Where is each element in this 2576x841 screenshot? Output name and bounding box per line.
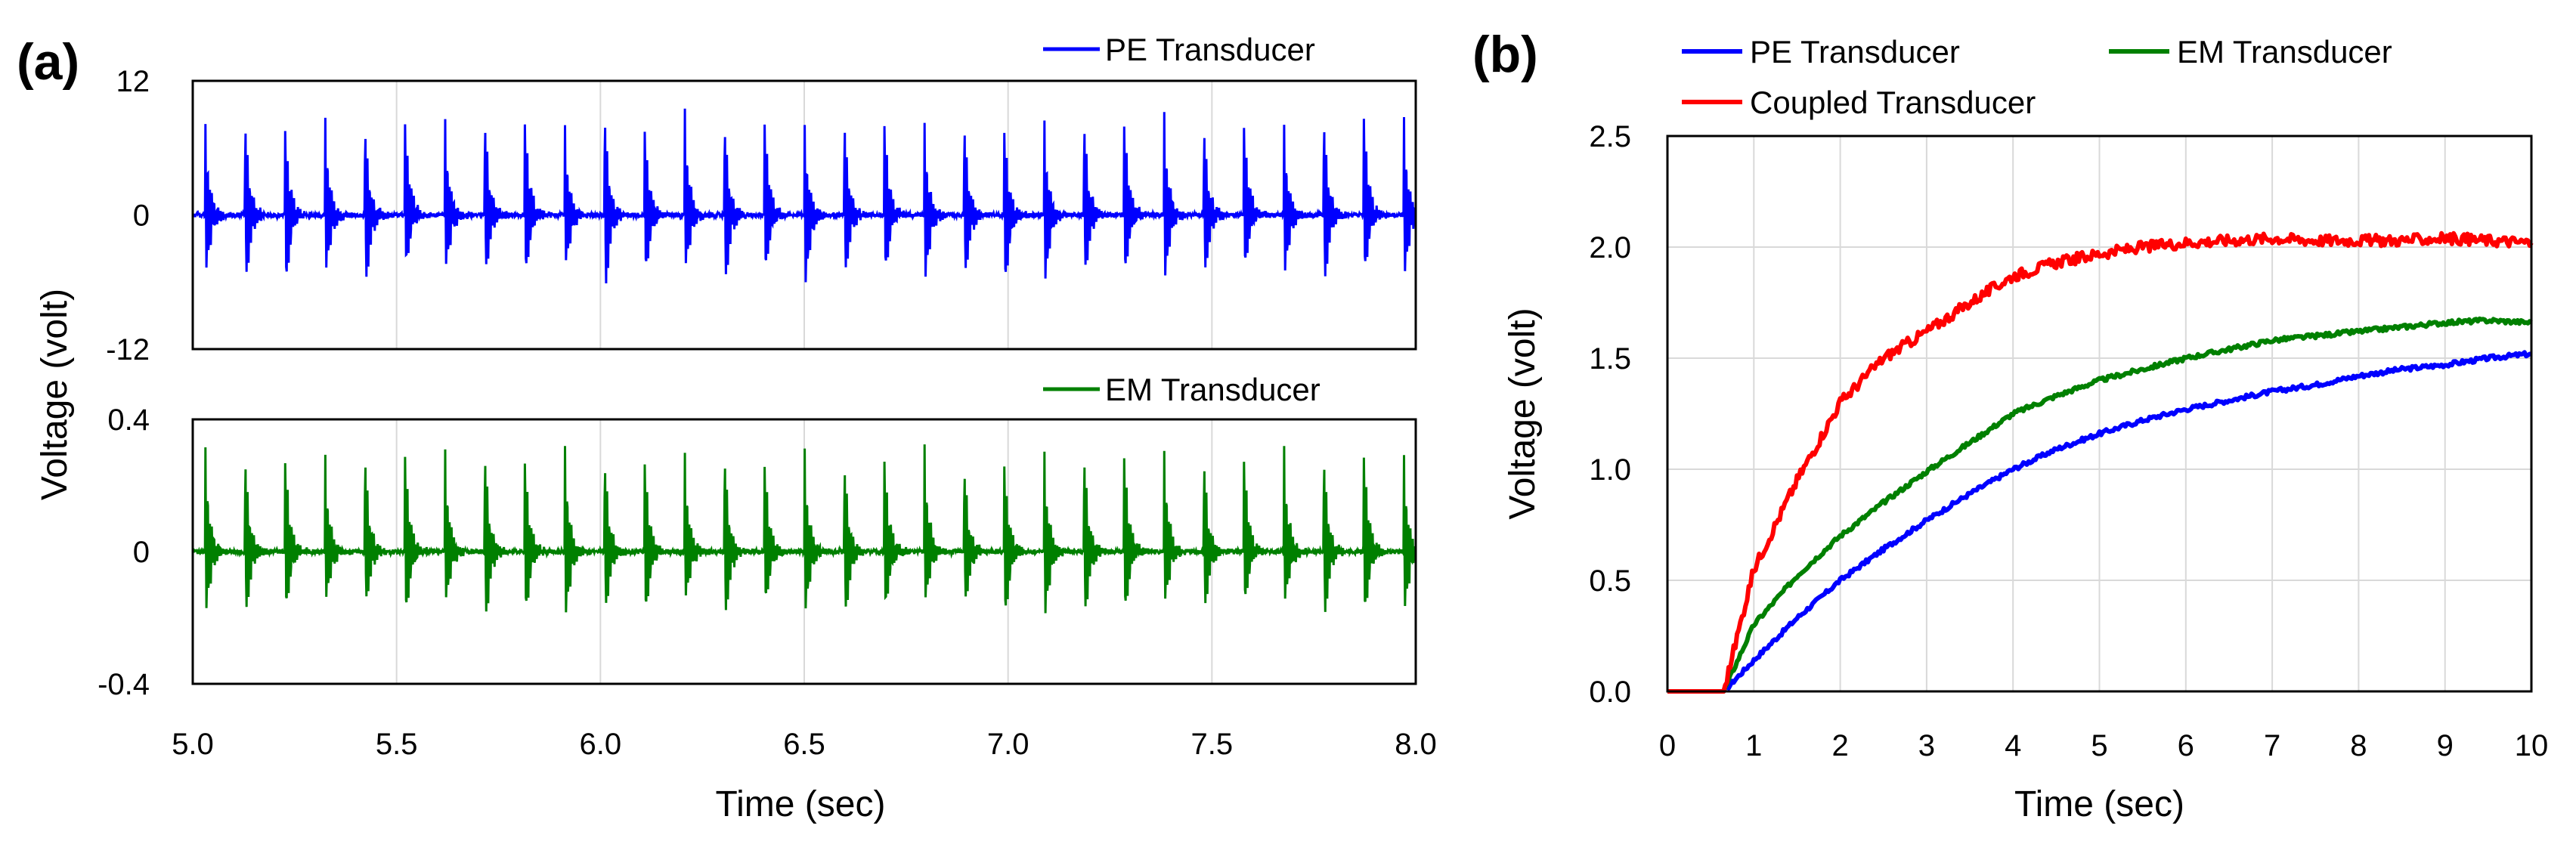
series-line-pe-transducer [193,108,1416,284]
x-tick-label: 4 [2005,729,2021,762]
x-tick-label: 7.0 [987,728,1029,761]
x-tick-label: 8 [2350,729,2367,762]
y-tick-label: 12 [116,65,150,98]
panel-a-ylabel: Voltage (volt) [35,289,75,500]
series-line-coupled-transducer [1667,230,2534,694]
x-tick-label: 6 [2178,729,2194,762]
x-tick-label: 5.0 [172,728,214,761]
panel-b-label: (b) [1472,26,1538,83]
legend-label: Coupled Transducer [1750,85,2036,120]
y-tick-label: 2.5 [1589,120,1631,153]
x-axis-title: Time (sec) [2014,784,2184,824]
x-tick-label: 3 [1918,729,1935,762]
y-tick-label: 0 [133,536,150,569]
plot-frame [1666,134,2533,693]
y-axis-title: Voltage (volt) [1503,308,1543,519]
series-line-em-transducer [1667,316,2533,694]
x-tick-label: 10 [2515,729,2549,762]
y-tick-label: 0.4 [107,403,150,437]
x-tick-label: 7.5 [1191,728,1234,761]
legend-label: PE Transducer [1105,32,1315,67]
y-tick-label: 1.0 [1589,453,1631,487]
x-tick-label: 2 [1831,729,1848,762]
y-tick-label: 0.0 [1589,676,1631,709]
x-tick-label: 5.5 [376,728,418,761]
plot-frame [191,418,1417,685]
y-tick-label: 0.5 [1589,564,1631,598]
plot-b: 0 1 2 3 4 5 6 7 8 9 10 0.0 0.5 1.0 1.5 2.0 2.5 Time (sec)… [1503,34,2548,824]
y-tick-label: 2.0 [1589,231,1631,264]
plot-a-bottom: 0.4 0 -0.4 5.0 5.5 6.0 6.5 7.0 7.5 8.0 Time (sec) E… [98,372,1437,824]
legend-label: EM Transducer [1105,372,1321,407]
legend-label: PE Transducer [1750,34,1960,70]
x-tick-label: 0 [1659,729,1676,762]
x-tick-label: 6.5 [783,728,825,761]
series-line-pe-transducer [1667,350,2532,694]
y-tick-label: -0.4 [98,668,150,701]
x-tick-label: 6.0 [580,728,622,761]
x-tick-label: 8.0 [1395,728,1437,761]
y-tick-label: 1.5 [1589,342,1631,376]
x-tick-label: 7 [2264,729,2280,762]
plot-a-top: 12 0 -12 PE Transducer [106,32,1417,366]
plot-frame [191,79,1417,351]
panel-a-label: (a) [17,33,79,91]
x-tick-label: 9 [2437,729,2454,762]
series-line-em-transducer [193,444,1416,614]
x-tick-label: 1 [1745,729,1762,762]
x-axis-title: Time (sec) [716,784,886,824]
y-tick-label: -12 [106,333,150,366]
x-tick-label: 5 [2091,729,2107,762]
y-tick-label: 0 [133,199,150,233]
legend-label: EM Transducer [2177,34,2392,70]
